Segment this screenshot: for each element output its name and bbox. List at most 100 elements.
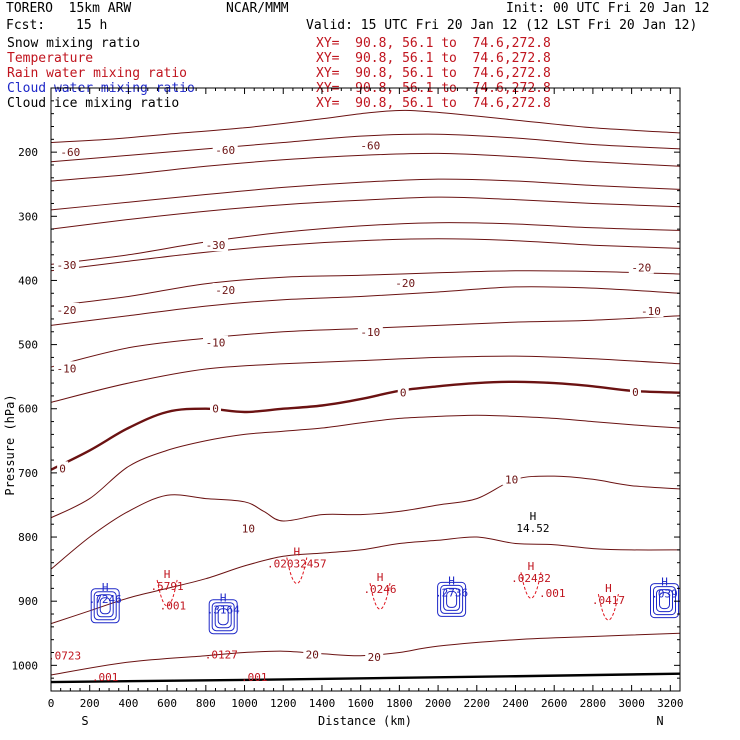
contour-label: -60 <box>215 144 235 157</box>
y-tick-label: 400 <box>18 274 38 287</box>
y-tick-label: 200 <box>18 146 38 159</box>
maximum-value-label: .02032457 <box>267 557 327 570</box>
contour-label: 0 <box>632 386 639 399</box>
isotherm-line-m60 <box>50 109 681 143</box>
contour-label-bg <box>212 283 238 297</box>
legend-label-snow: Snow mixing ratio <box>7 36 141 51</box>
contour-label: -10 <box>360 326 380 339</box>
legend-xy-temperature: XY= 90.8, 56.1 to 74.6,272.8 <box>316 51 551 66</box>
legend-label-cloud-ice: Cloud ice mixing ratio <box>7 96 180 111</box>
maximum-value-label: .039 <box>651 588 678 601</box>
maximum-mark: H <box>293 545 300 558</box>
contour-label-bg <box>628 260 654 274</box>
cloud-water-contour <box>93 591 117 621</box>
legend-label-rain: Rain water mixing ratio <box>7 66 188 81</box>
y-tick-label: 800 <box>18 531 38 544</box>
maximum-mark: H <box>661 576 668 589</box>
contour-label: 20 <box>368 651 381 664</box>
isotherm-line-5 <box>50 414 681 519</box>
y-tick-label: 600 <box>18 403 38 416</box>
isotherm-line-15 <box>50 536 681 625</box>
contour-label-bg <box>397 385 409 399</box>
x-tick-label: 3000 <box>618 697 645 710</box>
x-tick-label: 1800 <box>386 697 413 710</box>
contour-label-bg <box>57 461 69 475</box>
maximum-value-label: .2736 <box>435 586 468 599</box>
x-tick-label: 2800 <box>580 697 607 710</box>
maximum-value-label: .7246 <box>89 593 122 606</box>
contour-label: 0 <box>59 462 66 475</box>
cloud-water-contour <box>217 608 229 626</box>
contour-label: -60 <box>60 146 80 159</box>
contour-label-bg <box>57 145 83 159</box>
isotherm-line-m35 <box>50 196 681 230</box>
contour-label: -60 <box>360 140 380 153</box>
threshold-label: .001 <box>160 600 187 613</box>
maximum-mark: H <box>164 568 171 581</box>
x-tick-label: 2400 <box>502 697 529 710</box>
maximum-mark: H <box>102 581 109 594</box>
valid-time: Valid: 15 UTC Fri 20 Jan 12 (12 LST Fri … <box>306 18 698 33</box>
x-tick-label: 2000 <box>425 697 452 710</box>
isotherm-layer <box>50 109 681 676</box>
cloud-water-contour <box>653 586 676 616</box>
ground-layer <box>50 672 681 684</box>
isotherm-line-m40 <box>50 178 681 211</box>
legend-xy-snow: XY= 90.8, 56.1 to 74.6,272.8 <box>316 36 551 51</box>
ground-surface-line <box>50 672 681 684</box>
contour-label: -10 <box>641 305 661 318</box>
maximum-value-label: 14.52 <box>516 522 549 535</box>
contour-label: -30 <box>206 239 226 252</box>
y-tick-label: 900 <box>18 595 38 608</box>
cloud-water-contour <box>90 588 120 624</box>
contour-label-bg <box>210 401 222 415</box>
center-name: NCAR/MMM <box>226 1 289 16</box>
legend-label-temperature: Temperature <box>7 51 94 66</box>
x-tick-label: 2600 <box>541 697 568 710</box>
y-tick-label: 300 <box>18 210 38 223</box>
y-tick-label: 500 <box>18 339 38 352</box>
x-tick-label: 1200 <box>270 697 297 710</box>
cloud-water-contour <box>96 594 114 618</box>
contour-label-bg <box>365 650 384 664</box>
contour-label: 20 <box>306 648 319 661</box>
contour-label-bg <box>53 258 79 272</box>
isotherm-line-m55 <box>50 133 681 163</box>
threshold-label: .0127 <box>205 648 238 661</box>
x-tick-label: 400 <box>118 697 138 710</box>
x-tick-label: 0 <box>48 697 55 710</box>
cloud-water-contour <box>214 605 232 629</box>
threshold-label: .0723 <box>48 650 81 663</box>
contour-label: -10 <box>57 362 77 375</box>
x-axis-south-label: S <box>81 714 88 728</box>
x-tick-label: 800 <box>196 697 216 710</box>
y-axis-title: Pressure (hPa) <box>3 394 17 495</box>
contour-label-bg <box>502 472 521 486</box>
cloud-water-contour <box>446 590 458 608</box>
contour-label-bg <box>239 521 258 535</box>
isotherm-line-10 <box>50 475 681 570</box>
contour-label: 10 <box>242 523 255 536</box>
contour-label-bg <box>203 238 229 252</box>
forecast-hour: 15 h <box>76 18 108 33</box>
threshold-label: .001 <box>241 671 268 684</box>
contour-label: 0 <box>212 403 219 416</box>
cloud-water-contour <box>656 589 673 613</box>
isotherm-line-m50 <box>50 152 681 182</box>
plot-frame <box>50 87 681 692</box>
cloud-water-contour <box>650 583 679 619</box>
threshold-label: .001 <box>539 587 566 600</box>
maximum-mark: H <box>377 571 384 584</box>
maximum-mark: H <box>220 592 227 605</box>
y-tick-label: 700 <box>18 467 38 480</box>
contour-label: -20 <box>57 304 77 317</box>
contour-label-bg <box>638 304 664 318</box>
cloud-water-contour <box>437 581 467 617</box>
legend-xy-cloud-ice: XY= 90.8, 56.1 to 74.6,272.8 <box>316 96 551 111</box>
x-tick-label: 1600 <box>347 697 374 710</box>
init-time: Init: 00 UTC Fri 20 Jan 12 <box>506 1 710 16</box>
maximum-mark: H <box>530 510 537 523</box>
contour-label-bg <box>53 361 79 375</box>
legend-xy-rain: XY= 90.8, 56.1 to 74.6,272.8 <box>316 66 551 81</box>
maximum-value-label: .0246 <box>363 583 396 596</box>
